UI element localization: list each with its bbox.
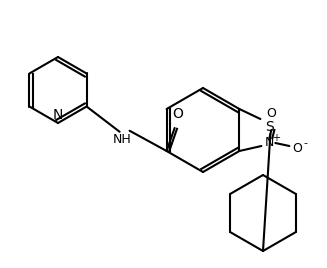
Text: +: + — [272, 133, 280, 143]
Text: -: - — [303, 138, 307, 148]
Text: NH: NH — [113, 133, 132, 146]
Text: N: N — [265, 136, 274, 150]
Text: N: N — [53, 108, 63, 122]
Text: S: S — [265, 120, 274, 134]
Text: O: O — [267, 107, 276, 120]
Text: O: O — [172, 107, 183, 121]
Text: O: O — [292, 142, 302, 154]
